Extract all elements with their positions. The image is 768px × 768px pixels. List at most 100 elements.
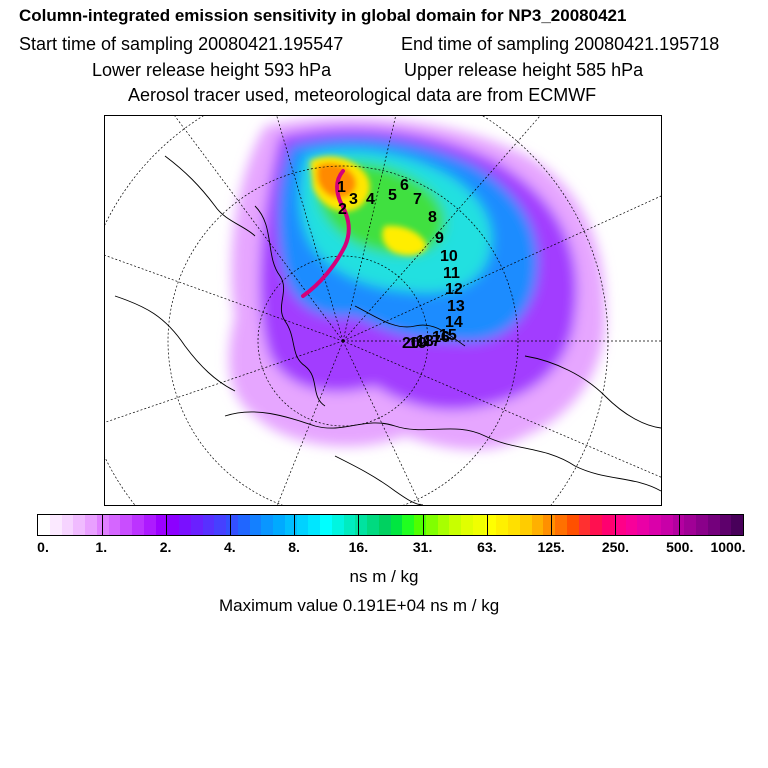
colorbar-segment [719, 515, 732, 535]
colorbar-segment [672, 515, 685, 535]
colorbar-segment [179, 515, 191, 535]
trajectory-label: 6 [400, 177, 409, 194]
trajectory-label: 18 [416, 333, 434, 350]
colorbar-segment [73, 515, 85, 535]
colorbar-segment [378, 515, 391, 535]
units-label: ns m / kg [349, 567, 419, 586]
colorbar-segment [543, 515, 555, 535]
colorbar-segment [508, 515, 520, 535]
colorbar-segment [437, 515, 450, 535]
colorbar-tick-label: 0. [37, 539, 49, 555]
trajectory-label: 5 [388, 187, 397, 204]
colorbar-segment [226, 515, 238, 535]
colorbar-segment [237, 515, 250, 535]
trajectory-label: 8 [428, 209, 437, 226]
colorbar-segment [613, 515, 626, 535]
trajectory-label: 13 [447, 298, 465, 315]
colorbar-tick-label: 125. [537, 539, 565, 555]
colorbar-segment [108, 515, 121, 535]
trajectory-label: 10 [440, 248, 458, 265]
colorbar-segment [484, 515, 497, 535]
colorbar-segment [367, 515, 379, 535]
tracer-info-label: Aerosol tracer used, meteorological data… [128, 85, 597, 105]
polar-map: 1 2 3 4 5 6 7 8 9 10 11 12 13 14 15 16 1… [104, 115, 662, 506]
trajectory-label: 16 [432, 329, 450, 346]
colorbar-segment [61, 515, 74, 535]
colorbar-segment [660, 515, 673, 535]
colorbar-tick-label: 500. [666, 539, 694, 555]
colorbar-divider [294, 515, 296, 535]
trajectory-label: 14 [445, 314, 463, 331]
upper-release-label: Upper release height 585 hPa [404, 60, 644, 80]
colorbar-segment [85, 515, 97, 535]
trajectory-label: 3 [349, 191, 358, 208]
hotspot-yellow-east [382, 225, 427, 256]
colorbar-segment [590, 515, 602, 535]
colorbar-divider [614, 515, 616, 535]
colorbar-segment [684, 515, 696, 535]
colorbar-segment [390, 515, 403, 535]
colorbar-segment [449, 515, 461, 535]
colorbar-tick-label: 8. [288, 539, 300, 555]
colorbar-tick-label: 63. [477, 539, 497, 555]
colorbar-segment [402, 515, 414, 535]
trajectory-label: 19 [409, 335, 427, 352]
colorbar-segment [273, 515, 285, 535]
trajectory-label: 7 [413, 191, 422, 208]
colorbar-segment [167, 515, 179, 535]
trajectory-label: 15 [439, 327, 457, 344]
colorbar-segment [308, 515, 320, 535]
colorbar-segment [249, 515, 262, 535]
colorbar-segment [190, 515, 203, 535]
plot-title: Column-integrated emission sensitivity i… [19, 6, 627, 25]
colorbar-segment [343, 515, 356, 535]
colorbar-divider [166, 515, 168, 535]
coastlines [114, 155, 661, 505]
colorbar-segment [155, 515, 168, 535]
colorbar-segment [707, 515, 720, 535]
colorbar-segment [602, 515, 614, 535]
colorbar-segment [214, 515, 226, 535]
colorbar-segment [649, 515, 661, 535]
colorbar-segment [519, 515, 532, 535]
colorbar-tick-label: 31. [412, 539, 433, 555]
lower-release-label: Lower release height 593 hPa [92, 60, 332, 80]
colorbar-tick-label: 4. [223, 539, 236, 555]
colorbar-segment [355, 515, 367, 535]
release-trajectory [301, 169, 351, 298]
colorbar-segment [696, 515, 708, 535]
colorbar-segment [143, 515, 156, 535]
colorbar-segment [496, 515, 508, 535]
trajectory-label: 20 [402, 335, 420, 352]
colorbar-segment [425, 515, 438, 535]
colorbar-divider [422, 515, 424, 535]
colorbar-segment [461, 515, 473, 535]
trajectory-label: 17 [423, 333, 441, 350]
colorbar-tick-label: 1000. [710, 539, 746, 555]
colorbar-tick-label: 2. [159, 539, 172, 555]
colorbar [37, 514, 744, 536]
trajectory-label: 9 [435, 230, 444, 247]
colorbar-segment [202, 515, 215, 535]
colorbar-segment [531, 515, 544, 535]
colorbar-segment [472, 515, 485, 535]
end-time-label: End time of sampling 20080421.195718 [401, 34, 720, 54]
trajectory-label: 1 [337, 179, 346, 196]
maximum-value-label: Maximum value 0.191E+04 ns m / kg [219, 596, 500, 615]
colorbar-segment [120, 515, 132, 535]
colorbar-divider [358, 515, 360, 535]
trajectory-label: 12 [445, 281, 463, 298]
colorbar-segment [284, 515, 297, 535]
colorbar-segment [566, 515, 579, 535]
trajectory-labels: 1 2 3 4 5 6 7 8 9 10 11 12 13 14 15 16 1… [337, 177, 465, 352]
colorbar-segment [49, 515, 62, 535]
trajectory-label: 11 [443, 265, 460, 282]
trajectory-label: 4 [366, 191, 375, 208]
colorbar-segment [555, 515, 567, 535]
colorbar-segment [320, 515, 332, 535]
colorbar-segment [331, 515, 344, 535]
colorbar-segment [261, 515, 273, 535]
colorbar-tick-label: 250. [601, 539, 630, 555]
colorbar-segment [132, 515, 144, 535]
colorbar-divider [486, 515, 488, 535]
